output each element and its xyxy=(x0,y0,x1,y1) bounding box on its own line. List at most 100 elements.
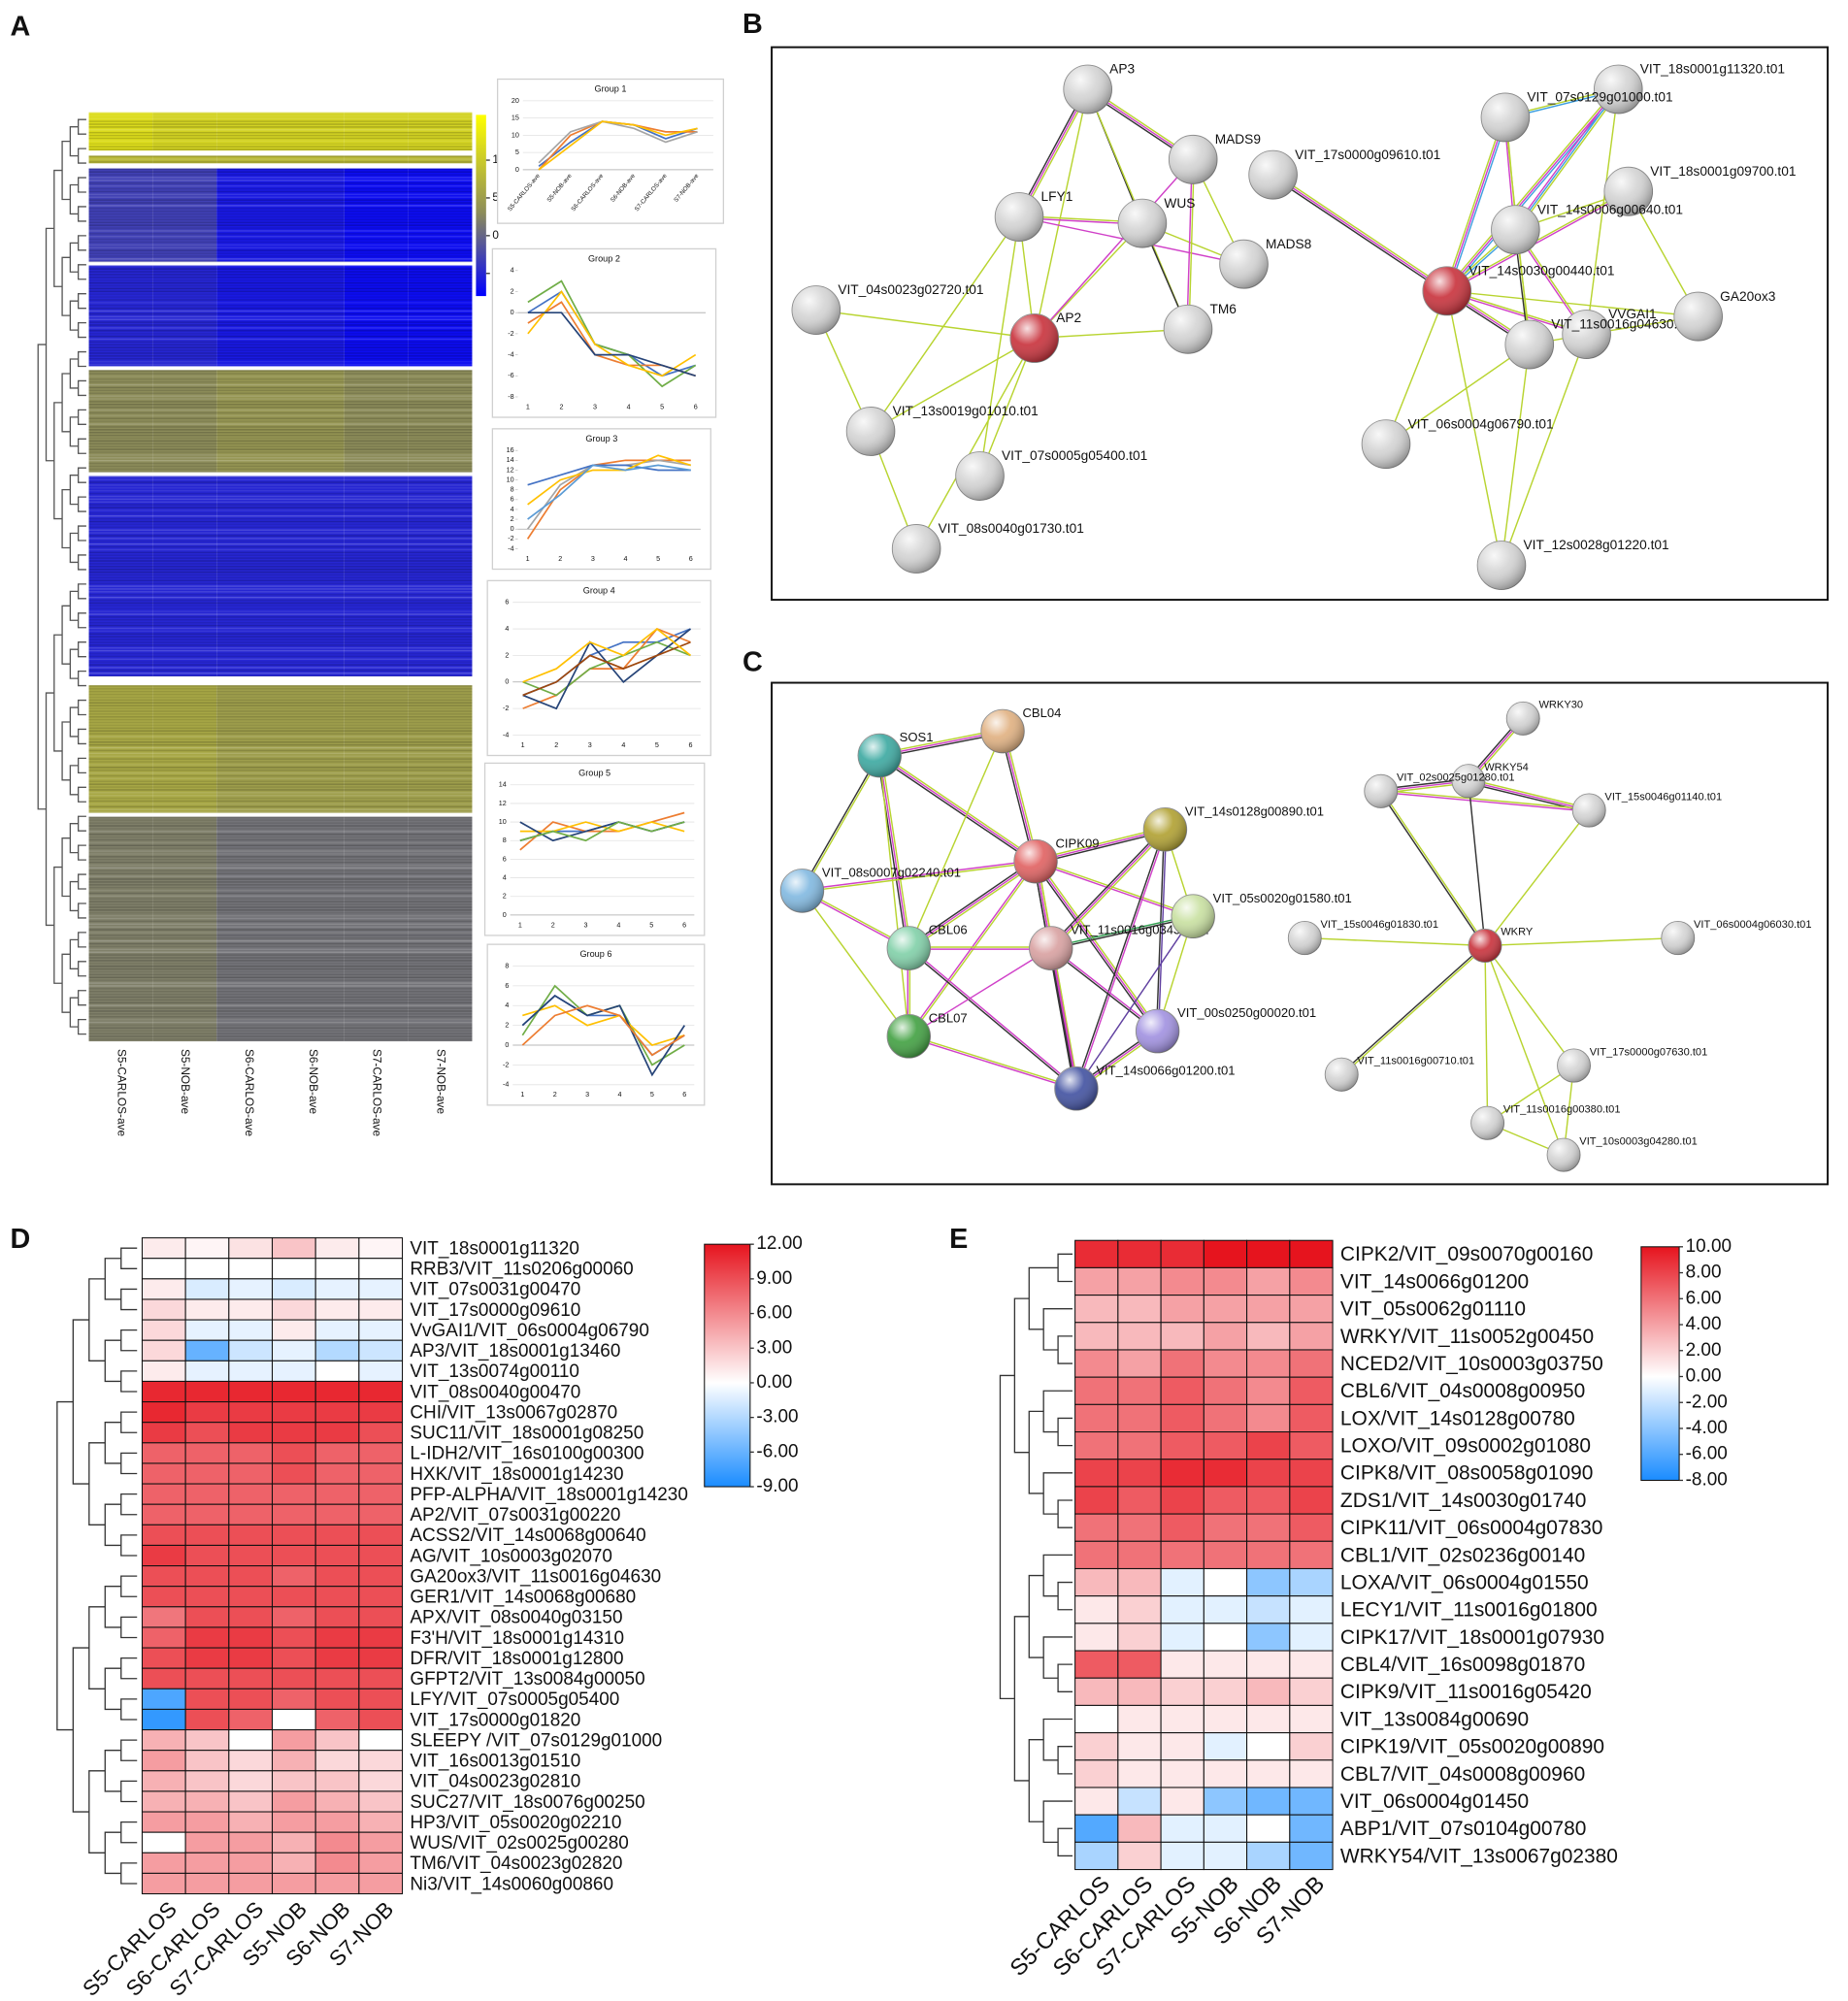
node-label: VIT_06s0004g06030.t01 xyxy=(1694,919,1812,931)
texture xyxy=(88,850,473,852)
plot-title: Group 5 xyxy=(578,768,610,777)
texture xyxy=(88,881,473,883)
heatmap-cell xyxy=(141,1442,186,1464)
y-tick-label: 2 xyxy=(511,286,514,295)
edge xyxy=(880,755,912,948)
texture xyxy=(88,495,473,498)
row-label: CBL1/VIT_02s0236g00140 xyxy=(1340,1544,1585,1566)
texture xyxy=(88,713,473,715)
heatmap-cell xyxy=(1117,1650,1162,1679)
texture xyxy=(88,805,473,808)
edge xyxy=(802,861,1037,893)
heatmap-cell xyxy=(1074,1759,1119,1788)
y-tick-label: -2 xyxy=(503,1060,509,1068)
dendrogram xyxy=(77,873,86,890)
heatmap-cell xyxy=(271,1422,316,1444)
heatmap-cell xyxy=(271,1462,316,1485)
heatmap-cell xyxy=(271,1565,316,1588)
texture xyxy=(88,749,473,752)
heatmap-cell xyxy=(1160,1540,1204,1570)
dendrogram xyxy=(1057,1663,1072,1692)
edge xyxy=(1035,861,1159,1032)
texture xyxy=(88,190,473,193)
heatmap-cell xyxy=(271,1647,316,1669)
dendrogram xyxy=(104,1831,121,1875)
texture xyxy=(88,1035,473,1037)
y-tick-label: -6 xyxy=(508,371,513,379)
dendrogram xyxy=(104,1339,121,1383)
node-label: MADS8 xyxy=(1266,237,1312,251)
texture xyxy=(88,515,473,517)
dendrogram xyxy=(69,126,79,157)
texture xyxy=(88,392,473,394)
texture xyxy=(88,196,473,198)
heatmap-cell xyxy=(1246,1239,1291,1268)
heatmap-cell xyxy=(141,1339,186,1361)
heatmap-cell xyxy=(358,1278,404,1300)
edge xyxy=(908,1036,1076,1091)
edge xyxy=(908,948,1076,1091)
edge xyxy=(1304,936,1486,947)
edge xyxy=(1484,945,1575,1066)
dendrogram xyxy=(61,140,71,201)
edge xyxy=(801,890,909,1037)
texture xyxy=(88,117,473,119)
texture xyxy=(88,560,473,562)
dendrogram xyxy=(104,1258,121,1300)
node-shine xyxy=(1013,839,1058,884)
edge xyxy=(1049,948,1158,1033)
node-shine xyxy=(1422,266,1471,315)
node-label: AP3 xyxy=(1109,62,1135,77)
heatmap-cell xyxy=(314,1524,360,1546)
texture xyxy=(88,532,473,534)
edge xyxy=(1585,88,1620,335)
edge xyxy=(1034,222,1143,339)
y-tick-label: 10 xyxy=(512,130,519,139)
heatmap-cell xyxy=(228,1565,274,1588)
heatmap-cell xyxy=(271,1278,316,1300)
heatmap-cell xyxy=(344,476,409,676)
texture xyxy=(88,932,473,934)
texture xyxy=(88,344,473,345)
heatmap-cell xyxy=(228,1626,274,1649)
colorbar-tick-label: 3.00 xyxy=(756,1337,792,1358)
heatmap-cell xyxy=(271,1872,316,1895)
dendrogram xyxy=(77,757,86,774)
row-label: VIT_04s0023g02810 xyxy=(410,1772,580,1792)
edge xyxy=(1035,827,1166,861)
heatmap-cell xyxy=(271,1770,316,1792)
texture xyxy=(88,376,473,377)
heatmap-cell xyxy=(184,1852,230,1874)
heatmap-cell xyxy=(1074,1540,1119,1570)
dendrogram xyxy=(77,206,86,222)
node-label: VIT_08s0040g01730.t01 xyxy=(939,521,1084,536)
heatmap-cell xyxy=(314,1544,360,1567)
texture xyxy=(88,685,473,687)
node-shine xyxy=(1248,150,1298,200)
row-label: HP3/VIT_05s0020g02210 xyxy=(410,1813,621,1833)
heatmap-cell xyxy=(1289,1814,1334,1843)
dendrogram xyxy=(77,641,86,658)
texture xyxy=(88,1007,473,1009)
texture xyxy=(88,126,473,128)
heatmap-cell xyxy=(141,1544,186,1567)
row-label: DFR/VIT_18s0001g12800 xyxy=(410,1649,623,1669)
node-shine xyxy=(980,709,1025,753)
heatmap-cell xyxy=(184,1237,230,1260)
series-line xyxy=(538,120,698,164)
texture xyxy=(88,476,473,477)
texture xyxy=(88,445,473,447)
node-shine xyxy=(887,1014,931,1059)
heatmap-cell xyxy=(1160,1239,1204,1268)
texture xyxy=(88,404,473,406)
node-shine xyxy=(955,451,1005,501)
texture xyxy=(88,951,473,953)
edge xyxy=(1385,290,1448,444)
heatmap-cell xyxy=(228,1442,274,1464)
row-label: CBL4/VIT_16s0098g01870 xyxy=(1340,1654,1585,1676)
texture xyxy=(88,838,473,841)
edge xyxy=(1447,89,1621,293)
texture xyxy=(88,302,473,304)
row-label: TM6/VIT_04s0023g02820 xyxy=(410,1853,622,1874)
heatmap-cell xyxy=(358,1401,404,1424)
